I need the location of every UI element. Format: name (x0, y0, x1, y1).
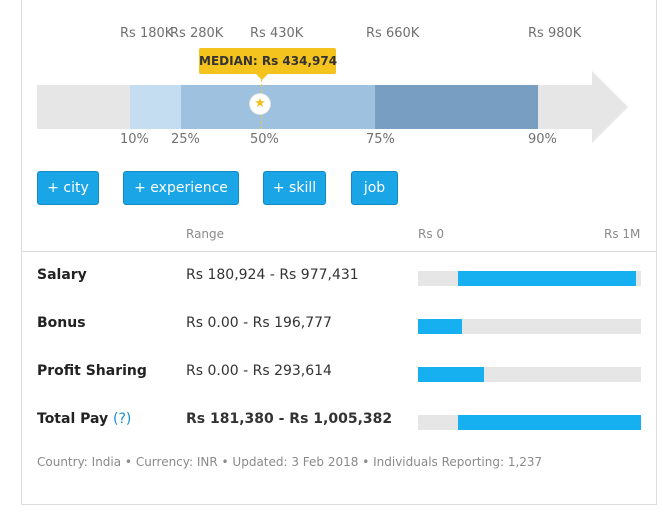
percentile-label-90: 90% (528, 132, 557, 147)
profit-sharing-range-fill (418, 367, 484, 382)
percentile-label-10: 10% (120, 132, 149, 147)
profit-sharing-label: Profit Sharing (37, 363, 147, 379)
salary-range-bar (418, 271, 641, 286)
percentile-90-value: Rs 980K (528, 26, 582, 41)
profit-sharing-range-bar (418, 367, 641, 382)
bonus-range-fill (418, 319, 462, 334)
percentile-25-value: Rs 280K (170, 26, 224, 41)
profit-sharing-range: Rs 0.00 - Rs 293,614 (186, 363, 332, 379)
median-callout: MEDIAN: Rs 434,974 (199, 48, 337, 74)
salary-range: Rs 180,924 - Rs 977,431 (186, 267, 359, 283)
range-column-header: Range (186, 227, 225, 241)
add-skill-button[interactable]: + skill (263, 171, 326, 205)
section-divider (22, 251, 656, 252)
segment-10-25 (130, 85, 181, 129)
add-experience-button[interactable]: + experience (123, 171, 239, 205)
percentile-75-value: Rs 660K (366, 26, 420, 41)
bonus-label: Bonus (37, 315, 86, 331)
total-pay-range-fill (458, 415, 641, 430)
percentile-10-value: Rs 180K (120, 26, 174, 41)
percentile-label-25: 25% (171, 132, 200, 147)
scale-max-label: Rs 1M (604, 227, 641, 241)
bonus-range-bar (418, 319, 641, 334)
total-pay-label-text: Total Pay (37, 411, 109, 427)
total-pay-range-bar (418, 415, 641, 430)
total-pay-label: Total Pay (?) (37, 411, 131, 427)
job-button[interactable]: job (351, 171, 398, 205)
segment-75-90 (375, 85, 538, 129)
salary-range-fill (458, 271, 636, 286)
percentile-50-value: Rs 430K (250, 26, 304, 41)
total-pay-range: Rs 181,380 - Rs 1,005,382 (186, 411, 393, 427)
total-pay-help-link[interactable]: (?) (113, 411, 132, 427)
percentile-label-75: 75% (366, 132, 395, 147)
scale-min-label: Rs 0 (418, 227, 445, 241)
add-city-button[interactable]: + city (37, 171, 99, 205)
salary-label: Salary (37, 267, 87, 283)
footer-meta: Country: India • Currency: INR • Updated… (37, 455, 543, 469)
distribution-arrow (592, 71, 628, 143)
median-callout-pointer (256, 74, 268, 80)
percentile-label-50: 50% (250, 132, 279, 147)
segment-25-75 (181, 85, 375, 129)
bonus-range: Rs 0.00 - Rs 196,777 (186, 315, 332, 331)
star-icon: ★ (250, 94, 270, 114)
